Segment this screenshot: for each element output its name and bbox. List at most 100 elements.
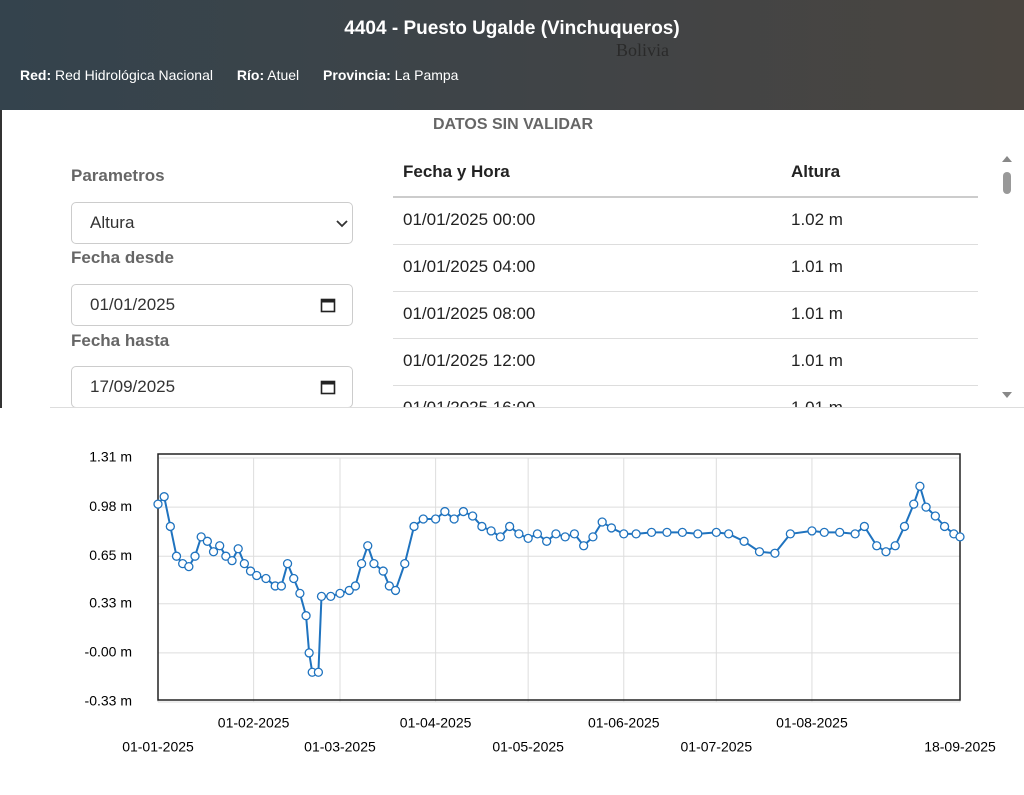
- cell: 1.01 m: [791, 351, 843, 370]
- point: [677, 527, 688, 538]
- field-value: Atuel: [267, 67, 300, 83]
- point: [335, 588, 345, 599]
- point: [569, 529, 580, 539]
- point: [807, 526, 817, 536]
- point: [504, 521, 515, 532]
- point: [890, 541, 900, 551]
- point: [221, 551, 231, 561]
- column-header: Fecha y Hora: [403, 162, 510, 181]
- y-tick-label: -0.00 m: [85, 644, 132, 660]
- point: [227, 556, 237, 566]
- field-value: La Pampa: [394, 67, 459, 83]
- point: [921, 502, 931, 512]
- point: [202, 536, 213, 546]
- point: [770, 548, 780, 558]
- x-tick-label: 01-05-2025: [492, 739, 564, 755]
- point: [153, 499, 163, 509]
- row-line: [393, 291, 978, 292]
- select[interactable]: Altura: [71, 202, 353, 244]
- select-value: Altura: [90, 213, 135, 232]
- calendar-icon: [320, 298, 336, 313]
- point: [859, 521, 870, 532]
- cell: 1.01 m: [791, 398, 843, 408]
- date-input[interactable]: 01/01/2025: [71, 284, 353, 326]
- panel: DATOS SIN VALIDAR Parametros Altura Fech…: [0, 110, 1024, 408]
- field-label: Río:: [236, 67, 265, 83]
- point: [252, 570, 262, 581]
- point: [326, 591, 336, 602]
- point: [384, 581, 394, 591]
- x-tick-label: 01-03-2025: [304, 739, 376, 755]
- x-tick-label: 01-06-2025: [588, 715, 660, 731]
- point: [930, 511, 940, 521]
- date-value: 01/01/2025: [90, 295, 176, 314]
- y-tick-label: 1.31 m: [89, 449, 132, 465]
- cell: 01/01/2025 12:00: [403, 351, 536, 370]
- point: [350, 581, 361, 591]
- x-tick-label: 01-08-2025: [776, 715, 848, 731]
- point: [872, 541, 882, 551]
- point: [400, 558, 410, 569]
- point: [909, 499, 919, 509]
- point: [514, 529, 524, 539]
- point: [662, 527, 672, 538]
- calendar-icon: [320, 380, 336, 395]
- point: [356, 558, 367, 569]
- cell: 1.02 m: [791, 210, 843, 229]
- point: [785, 529, 795, 539]
- point: [289, 573, 299, 584]
- point: [486, 526, 496, 536]
- point: [588, 532, 598, 542]
- field-label: Provincia:: [323, 67, 391, 83]
- header: Bolivia 4404 - Puesto Ugalde (Vinchuquer…: [0, 0, 1024, 110]
- point: [276, 581, 287, 591]
- date-input[interactable]: 17/09/2025: [71, 366, 353, 408]
- cell: 01/01/2025 16:00: [403, 398, 536, 408]
- point: [239, 558, 250, 569]
- point: [495, 532, 506, 542]
- chevron: [336, 220, 348, 228]
- point: [171, 551, 182, 561]
- point: [523, 533, 533, 543]
- cell: 01/01/2025 08:00: [403, 304, 536, 323]
- point: [631, 529, 641, 539]
- point: [542, 536, 552, 546]
- point: [532, 529, 543, 539]
- point: [301, 611, 311, 621]
- point: [409, 521, 419, 532]
- point: [282, 558, 293, 569]
- point: [390, 585, 401, 596]
- point: [939, 521, 950, 532]
- point: [693, 529, 703, 539]
- y-tick-label: -0.33 m: [85, 693, 132, 709]
- plot-frame: [157, 453, 961, 701]
- cell: 1.01 m: [791, 304, 843, 323]
- point: [835, 527, 845, 538]
- scrollbar[interactable]: [1001, 154, 1013, 404]
- point: [190, 551, 200, 561]
- point: [184, 561, 194, 572]
- point: [646, 527, 657, 538]
- form-label: Parametros: [71, 166, 165, 185]
- point: [606, 523, 617, 533]
- row-line: [393, 338, 978, 339]
- point: [344, 585, 354, 596]
- point: [245, 566, 256, 576]
- point: [159, 492, 169, 502]
- point: [579, 541, 589, 551]
- y-tick-label: 0.98 m: [89, 498, 132, 514]
- point: [597, 517, 607, 527]
- point: [316, 591, 327, 602]
- date-value: 17/09/2025: [90, 377, 176, 396]
- field-value: Red Hidrológica Nacional: [55, 67, 213, 83]
- point: [215, 541, 225, 551]
- point: [915, 481, 925, 491]
- point: [418, 514, 428, 524]
- x-tick-label: 01-01-2025: [122, 739, 194, 755]
- point: [261, 573, 271, 584]
- point: [551, 529, 561, 539]
- point: [711, 527, 721, 538]
- point: [233, 544, 243, 554]
- station-fields: Red: Red Hidrológica Nacional Río: Atuel…: [20, 67, 478, 83]
- cell: 1.01 m: [791, 257, 843, 276]
